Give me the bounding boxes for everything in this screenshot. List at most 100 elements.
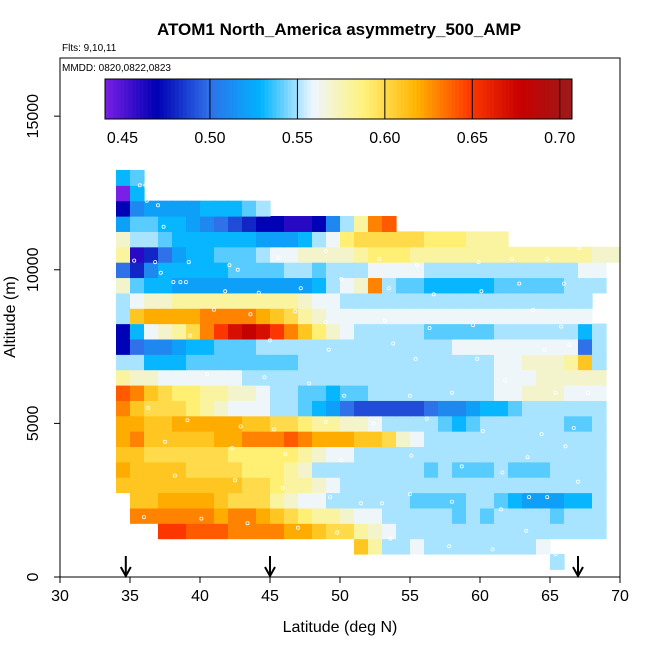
heatmap-cell bbox=[564, 323, 579, 340]
heatmap-cell bbox=[284, 338, 299, 355]
heatmap-cell bbox=[438, 415, 453, 432]
heatmap-cell bbox=[144, 231, 159, 248]
heatmap-cell bbox=[256, 262, 271, 279]
heatmap-cell bbox=[298, 277, 313, 294]
colorbar-frame bbox=[104, 78, 573, 120]
heatmap-cell bbox=[466, 384, 481, 401]
heatmap-cell bbox=[130, 354, 145, 371]
heatmap-cell bbox=[242, 216, 257, 232]
heatmap-cell bbox=[550, 400, 565, 417]
colorbar-segment bbox=[291, 79, 297, 119]
heatmap-cell bbox=[494, 369, 509, 386]
heatmap-cell bbox=[214, 262, 229, 279]
heatmap-cell bbox=[550, 461, 565, 478]
heatmap-cell bbox=[592, 477, 607, 494]
heatmap-cell bbox=[186, 200, 201, 217]
heatmap-cell bbox=[270, 400, 285, 417]
colorbar-segment bbox=[112, 79, 118, 119]
x-tick-label: 35 bbox=[121, 588, 139, 605]
heatmap-cell bbox=[368, 400, 383, 417]
heatmap-cell bbox=[480, 477, 495, 494]
colorbar-segment bbox=[525, 79, 530, 119]
heatmap-cell bbox=[242, 354, 257, 371]
sample-point bbox=[146, 405, 151, 410]
heatmap-cell bbox=[256, 431, 271, 448]
heatmap-cell bbox=[270, 523, 285, 540]
heatmap-cell bbox=[284, 323, 299, 340]
heatmap-cell bbox=[340, 231, 355, 248]
heatmap-cell bbox=[284, 277, 299, 294]
heatmap-cell bbox=[466, 231, 481, 248]
heatmap-cell bbox=[396, 323, 411, 340]
heatmap-cell bbox=[494, 308, 509, 325]
heatmap-cell bbox=[200, 400, 215, 417]
heatmap-cell bbox=[550, 262, 565, 279]
heatmap-cell bbox=[438, 523, 453, 540]
heatmap-cell bbox=[550, 553, 565, 570]
heatmap-cell bbox=[424, 308, 439, 325]
sample-point bbox=[199, 516, 204, 521]
sample-point bbox=[379, 501, 384, 506]
sample-point bbox=[553, 552, 558, 557]
heatmap-cell bbox=[242, 277, 257, 294]
heatmap-cell bbox=[578, 246, 593, 263]
heatmap-cell bbox=[144, 446, 159, 463]
sample-point bbox=[545, 495, 550, 500]
heatmap-cell bbox=[564, 400, 579, 417]
colorbar-segment bbox=[171, 79, 176, 119]
colorbar-segment bbox=[361, 79, 367, 119]
sample-point bbox=[323, 249, 328, 254]
sample-point bbox=[183, 280, 188, 285]
heatmap-cell bbox=[200, 231, 215, 248]
colorbar-segment bbox=[108, 79, 114, 119]
heatmap-cell bbox=[368, 369, 383, 386]
heatmap-cell bbox=[396, 415, 411, 432]
colorbar-segment bbox=[260, 79, 266, 119]
sample-point bbox=[172, 473, 177, 478]
colorbar-segment bbox=[280, 79, 285, 119]
heatmap-cell bbox=[522, 415, 537, 432]
heatmap-cell bbox=[270, 292, 285, 309]
heatmap-cell bbox=[536, 507, 551, 524]
colorbar-segment bbox=[498, 79, 503, 119]
colorbar-segment bbox=[521, 79, 526, 119]
heatmap-cell bbox=[116, 461, 131, 478]
heatmap-cell bbox=[354, 246, 369, 263]
heatmap-cell bbox=[354, 477, 369, 494]
colorbar-segment bbox=[151, 79, 157, 119]
colorbar-segment bbox=[256, 79, 262, 119]
heatmap-cell bbox=[144, 292, 159, 309]
heatmap-cell bbox=[284, 415, 299, 432]
heatmap-cell bbox=[228, 292, 243, 309]
heatmap-cell bbox=[354, 262, 369, 279]
heatmap-cell bbox=[396, 231, 411, 248]
colorbar-segment bbox=[159, 79, 164, 119]
heatmap-cell bbox=[144, 308, 159, 325]
heatmap-cell bbox=[228, 338, 243, 355]
heatmap-cell bbox=[144, 384, 159, 401]
heatmap-cell bbox=[116, 415, 131, 432]
heatmap-cell bbox=[452, 369, 467, 386]
heatmap-cell bbox=[494, 507, 509, 524]
heatmap-cell bbox=[536, 262, 551, 279]
colorbar-segment bbox=[564, 79, 569, 119]
colorbar-segment bbox=[377, 79, 382, 119]
heatmap-cell bbox=[284, 369, 299, 386]
heatmap-cell bbox=[508, 415, 523, 432]
sample-point bbox=[186, 260, 191, 265]
colorbar-segment bbox=[136, 79, 141, 119]
heatmap-cell bbox=[354, 400, 369, 417]
colorbar-segment bbox=[132, 79, 137, 119]
colorbar-segment bbox=[221, 79, 227, 119]
heatmap-cell bbox=[312, 338, 327, 355]
heatmap-cell bbox=[130, 185, 145, 202]
heatmap-cell bbox=[438, 477, 453, 494]
colorbar-segment bbox=[478, 79, 483, 119]
colorbar-segment bbox=[486, 79, 491, 119]
colorbar-segment bbox=[163, 79, 168, 119]
heatmap-cell bbox=[116, 400, 131, 417]
heatmap-cell bbox=[466, 246, 481, 263]
heatmap-cell bbox=[452, 277, 467, 294]
x-tick-label: 40 bbox=[191, 588, 209, 605]
heatmap-cell bbox=[200, 338, 215, 355]
